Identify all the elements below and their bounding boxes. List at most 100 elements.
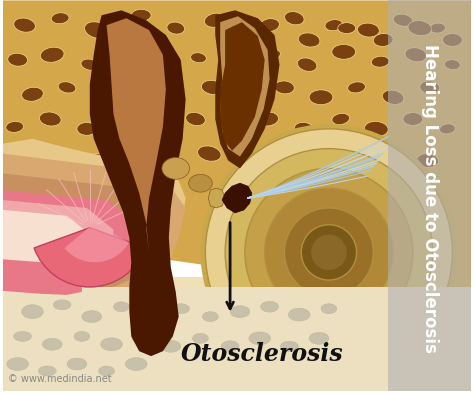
Ellipse shape xyxy=(153,58,173,71)
Ellipse shape xyxy=(89,153,110,167)
Ellipse shape xyxy=(100,338,122,351)
Ellipse shape xyxy=(161,340,181,352)
Ellipse shape xyxy=(53,300,71,310)
Ellipse shape xyxy=(247,25,263,35)
Ellipse shape xyxy=(198,146,221,161)
Ellipse shape xyxy=(231,34,249,45)
Ellipse shape xyxy=(7,357,28,371)
Ellipse shape xyxy=(239,92,256,103)
Polygon shape xyxy=(3,259,82,295)
Ellipse shape xyxy=(383,90,404,104)
Ellipse shape xyxy=(192,333,209,343)
Ellipse shape xyxy=(249,332,271,345)
Ellipse shape xyxy=(58,82,76,93)
Ellipse shape xyxy=(14,331,31,341)
Ellipse shape xyxy=(168,92,183,102)
Circle shape xyxy=(264,188,393,317)
Ellipse shape xyxy=(383,155,401,166)
Ellipse shape xyxy=(202,312,218,322)
Polygon shape xyxy=(3,210,92,284)
Ellipse shape xyxy=(125,357,147,371)
Ellipse shape xyxy=(40,47,64,62)
Ellipse shape xyxy=(405,48,427,62)
Ellipse shape xyxy=(309,90,333,105)
Ellipse shape xyxy=(357,23,379,37)
Polygon shape xyxy=(3,287,471,391)
Circle shape xyxy=(225,149,433,356)
Polygon shape xyxy=(3,0,471,297)
Ellipse shape xyxy=(165,156,181,166)
Ellipse shape xyxy=(67,358,87,370)
Ellipse shape xyxy=(201,80,223,94)
Ellipse shape xyxy=(439,124,456,134)
Ellipse shape xyxy=(116,114,131,124)
Ellipse shape xyxy=(81,59,99,70)
Polygon shape xyxy=(222,183,252,213)
Ellipse shape xyxy=(186,113,205,126)
Wedge shape xyxy=(34,228,146,287)
Ellipse shape xyxy=(325,20,343,31)
Ellipse shape xyxy=(84,22,109,38)
Circle shape xyxy=(311,235,346,270)
Circle shape xyxy=(201,124,457,381)
Circle shape xyxy=(284,208,374,297)
Ellipse shape xyxy=(281,341,298,351)
Ellipse shape xyxy=(346,147,365,160)
Polygon shape xyxy=(3,154,186,302)
FancyBboxPatch shape xyxy=(3,0,471,391)
Ellipse shape xyxy=(338,23,356,34)
Ellipse shape xyxy=(127,147,146,160)
Ellipse shape xyxy=(298,58,317,71)
Ellipse shape xyxy=(162,158,190,179)
Ellipse shape xyxy=(332,44,356,59)
Ellipse shape xyxy=(116,45,137,59)
Ellipse shape xyxy=(55,148,73,159)
Ellipse shape xyxy=(224,61,246,75)
Ellipse shape xyxy=(77,122,97,135)
Ellipse shape xyxy=(113,302,129,312)
Circle shape xyxy=(245,168,413,337)
Ellipse shape xyxy=(6,121,24,132)
Ellipse shape xyxy=(74,331,90,341)
Ellipse shape xyxy=(131,9,151,21)
Ellipse shape xyxy=(408,21,431,36)
Text: Otosclerosis: Otosclerosis xyxy=(181,342,343,366)
Ellipse shape xyxy=(294,122,314,135)
Ellipse shape xyxy=(39,112,61,126)
Ellipse shape xyxy=(230,306,250,318)
Ellipse shape xyxy=(288,308,310,321)
Polygon shape xyxy=(3,173,161,293)
Ellipse shape xyxy=(221,341,239,352)
Polygon shape xyxy=(107,18,166,252)
Ellipse shape xyxy=(420,81,439,94)
FancyBboxPatch shape xyxy=(388,0,471,391)
Polygon shape xyxy=(220,22,264,150)
Ellipse shape xyxy=(284,11,304,25)
Ellipse shape xyxy=(308,154,330,167)
Ellipse shape xyxy=(309,333,329,344)
Ellipse shape xyxy=(445,60,460,70)
FancyBboxPatch shape xyxy=(3,277,471,391)
Ellipse shape xyxy=(261,301,279,312)
Ellipse shape xyxy=(42,339,62,350)
Ellipse shape xyxy=(8,53,27,66)
Ellipse shape xyxy=(51,13,69,24)
Polygon shape xyxy=(220,16,270,156)
Ellipse shape xyxy=(140,308,162,321)
Ellipse shape xyxy=(260,19,280,32)
Ellipse shape xyxy=(274,81,294,94)
Ellipse shape xyxy=(92,90,116,105)
Ellipse shape xyxy=(430,23,446,33)
Circle shape xyxy=(205,129,452,376)
Ellipse shape xyxy=(132,333,150,343)
Polygon shape xyxy=(3,139,186,312)
Ellipse shape xyxy=(167,22,184,34)
Ellipse shape xyxy=(236,154,256,167)
Ellipse shape xyxy=(321,304,337,314)
Ellipse shape xyxy=(189,174,212,192)
Ellipse shape xyxy=(393,14,413,26)
Text: © www.medindia.net: © www.medindia.net xyxy=(8,374,111,384)
Ellipse shape xyxy=(257,112,278,126)
Polygon shape xyxy=(90,10,186,356)
Ellipse shape xyxy=(22,87,43,101)
